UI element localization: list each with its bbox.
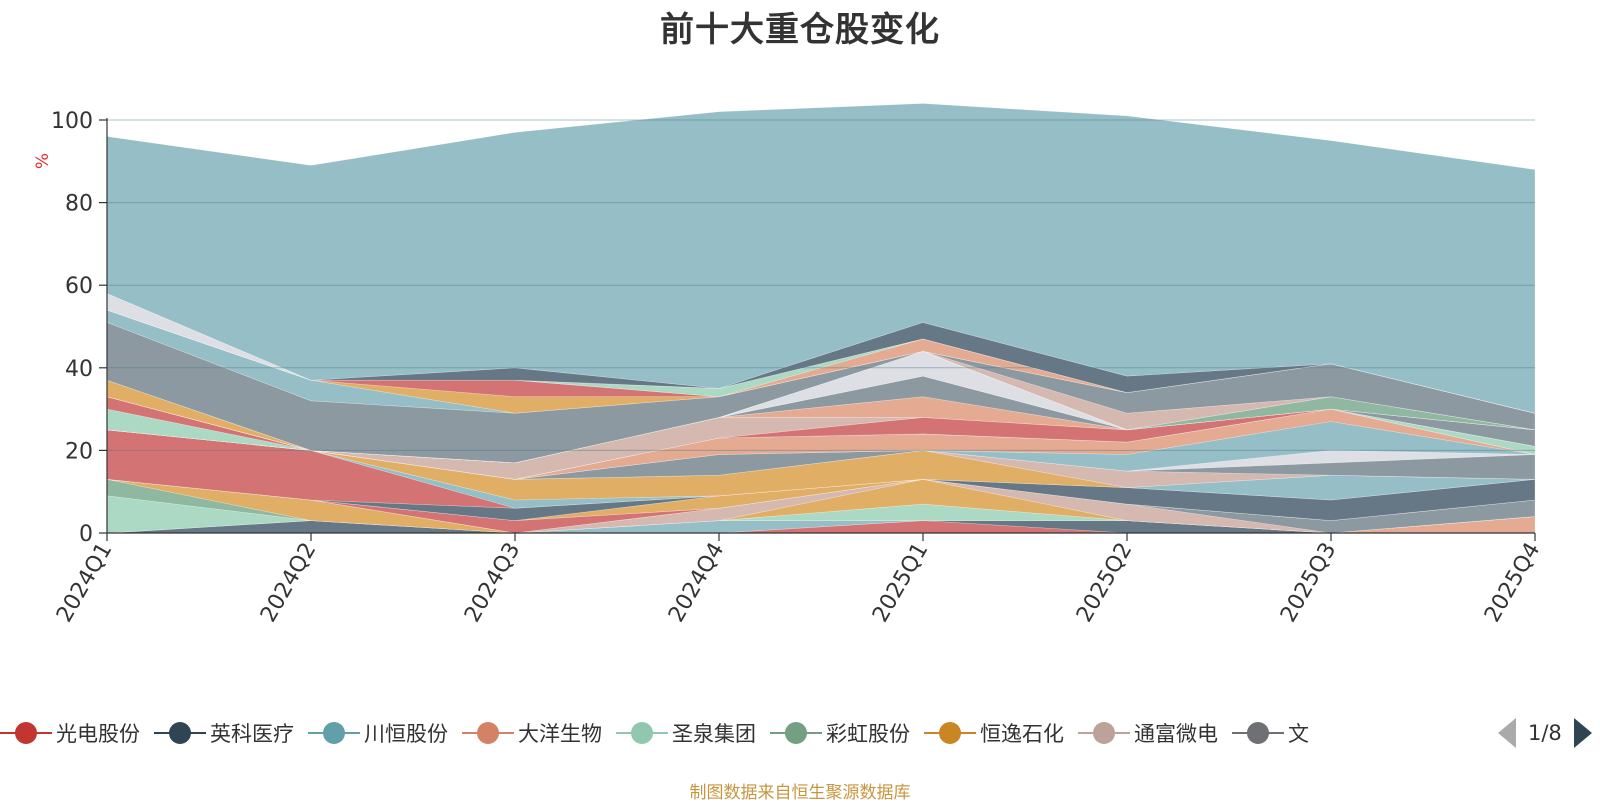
y-tick-label: 0 (79, 522, 93, 547)
y-tick-label: 40 (65, 357, 93, 382)
area-series-27 (106, 375, 1536, 464)
stacked-area-chart: 0 20 40 60 80 100 2024Q1 2024Q2 2024Q3 2024Q4 2025… (33, 103, 1545, 627)
legend-item[interactable]: 大洋生物 (462, 715, 602, 751)
legend-label: 川恒股份 (364, 722, 448, 746)
area-series-42 (106, 103, 1536, 414)
legend-item[interactable]: 川恒股份 (308, 715, 448, 751)
legend-label: 大洋生物 (518, 722, 602, 746)
legend-label: 光电股份 (56, 722, 140, 746)
legend-marker-icon (308, 715, 360, 751)
y-tick-label: 60 (65, 274, 93, 299)
legend-marker-icon (924, 715, 976, 751)
legend-marker-icon (1078, 715, 1130, 751)
legend-marker-icon (616, 715, 668, 751)
legend-label: 文 (1288, 722, 1309, 746)
legend-items: 光电股份 英科医疗 川恒股份 大洋生物 圣泉集团 彩虹股份 恒逸石化 通富微电 文 (0, 715, 1460, 751)
x-tick-label: 2025Q1 (868, 539, 933, 627)
legend-viewport: 光电股份 英科医疗 川恒股份 大洋生物 圣泉集团 彩虹股份 恒逸石化 通富微电 文 (0, 715, 1460, 751)
legend-label: 彩虹股份 (826, 722, 910, 746)
legend-item[interactable]: 恒逸石化 (924, 715, 1064, 751)
y-tick-label: 100 (51, 109, 93, 134)
legend-marker-icon (1232, 715, 1284, 751)
legend-label: 英科医疗 (210, 722, 294, 746)
y-tick-label: 80 (65, 192, 93, 217)
legend-marker-icon (0, 715, 52, 751)
x-tick-label: 2024Q2 (256, 539, 321, 627)
legend-marker-icon (462, 715, 514, 751)
grid-lines (107, 119, 1535, 451)
x-tick-label: 2025Q3 (1276, 539, 1341, 627)
legend-item[interactable]: 彩虹股份 (770, 715, 910, 751)
x-tick-label: 2025Q4 (1480, 539, 1545, 627)
y-tick-label: 20 (65, 439, 93, 464)
area-layers (106, 103, 1536, 534)
x-tick-label: 2024Q3 (460, 539, 525, 627)
legend-item[interactable]: 圣泉集团 (616, 715, 756, 751)
legend-pager: 1/8 (1498, 715, 1592, 751)
legend-label: 恒逸石化 (980, 722, 1064, 746)
legend-item[interactable]: 光电股份 (0, 715, 140, 751)
chart-title: 前十大重仓股变化 (660, 10, 940, 50)
legend: 光电股份 英科医疗 川恒股份 大洋生物 圣泉集团 彩虹股份 恒逸石化 通富微电 文 1/8 (0, 715, 1600, 751)
legend-label: 通富微电 (1134, 722, 1218, 746)
x-tick-label: 2025Q2 (1072, 539, 1137, 627)
legend-label: 圣泉集团 (672, 722, 756, 746)
legend-marker-icon (770, 715, 822, 751)
pager-page: 1/8 (1528, 721, 1562, 745)
pager-prev-icon[interactable] (1498, 718, 1516, 748)
pager-next-icon[interactable] (1573, 718, 1592, 748)
y-axis-label: % (33, 153, 53, 169)
legend-item[interactable]: 英科医疗 (154, 715, 294, 751)
data-source-note: 制图数据来自恒生聚源数据库 (689, 783, 911, 803)
x-tick-label: 2024Q1 (52, 539, 117, 627)
legend-marker-icon (154, 715, 206, 751)
legend-item[interactable]: 通富微电 (1078, 715, 1218, 751)
x-tick-label: 2024Q4 (664, 539, 729, 627)
legend-item[interactable]: 文 (1232, 715, 1309, 751)
